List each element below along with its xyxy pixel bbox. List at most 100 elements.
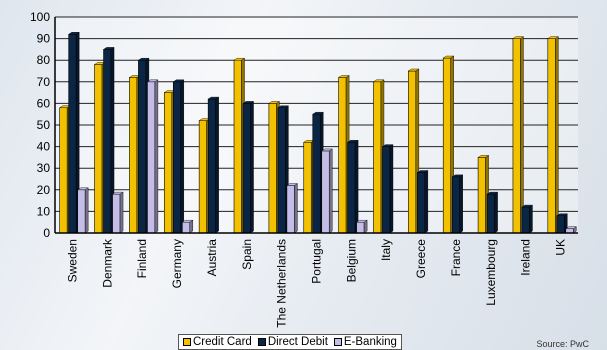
- bar-top: [233, 58, 246, 61]
- y-tick-label: 90: [37, 32, 51, 46]
- bar-top: [242, 101, 255, 104]
- y-tick-label: 50: [37, 118, 51, 132]
- bar-top: [521, 204, 534, 208]
- bar-direct-debit-austria: [207, 98, 216, 234]
- bar-e-banking-the-netherlands: [286, 185, 295, 234]
- x-category-label: Sweden: [65, 239, 79, 282]
- bar-e-banking-belgium: [356, 221, 365, 234]
- bar-top: [512, 36, 525, 39]
- bar-direct-debit-spain: [242, 103, 251, 234]
- bar-top: [68, 32, 80, 35]
- bar-side: [555, 36, 559, 234]
- bar-e-banking-finland: [147, 81, 156, 234]
- bar-top: [137, 58, 150, 61]
- bar-credit-card-sweden: [59, 107, 68, 234]
- legend-swatch-credit-card: [183, 338, 191, 346]
- bar-side: [389, 144, 394, 234]
- bars: [59, 31, 577, 234]
- bar-e-banking-sweden: [77, 189, 86, 234]
- y-tick-label: 60: [37, 96, 51, 110]
- bar-credit-card-greece: [408, 70, 417, 234]
- bar-top: [556, 213, 568, 216]
- legend-item-credit-card: Credit Card: [183, 335, 252, 349]
- bar-top: [111, 191, 124, 195]
- bar-top: [372, 79, 385, 83]
- bar-side: [180, 79, 184, 234]
- bar-credit-card-uk: [547, 38, 556, 234]
- bar-direct-debit-uk: [556, 215, 565, 234]
- bar-direct-debit-ireland: [521, 206, 530, 234]
- bar-top: [181, 219, 194, 223]
- x-category-label: Portugal: [310, 239, 324, 284]
- bar-top: [286, 183, 299, 186]
- bar-credit-card-belgium: [338, 77, 347, 234]
- bar-direct-debit-germany: [172, 81, 182, 234]
- bar-credit-card-the-netherlands: [268, 103, 277, 234]
- source-note: Source: PwC: [536, 339, 589, 349]
- bar-top: [146, 79, 159, 83]
- bar-top: [268, 101, 281, 104]
- bar-direct-debit-greece: [417, 172, 426, 234]
- bar-side: [529, 204, 533, 234]
- bar-direct-debit-finland: [138, 59, 147, 234]
- bar-top: [337, 75, 350, 78]
- legend-label-e-banking: E-Banking: [343, 336, 397, 348]
- legend-item-direct-debit: Direct Debit: [257, 335, 328, 349]
- x-category-label: The Netherlands: [275, 239, 289, 328]
- bar-direct-debit-france: [451, 176, 461, 234]
- bar-credit-card-italy: [373, 81, 382, 234]
- bar-direct-debit-denmark: [103, 49, 112, 234]
- bar-top: [451, 174, 464, 178]
- bar-credit-card-france: [442, 57, 452, 234]
- bar-side: [294, 183, 298, 234]
- bar-side: [250, 101, 254, 234]
- x-category-label: Spain: [240, 239, 254, 270]
- bar-direct-debit-the-netherlands: [277, 107, 286, 234]
- y-tick-label: 80: [37, 53, 51, 67]
- bar-direct-debit-belgium: [347, 141, 356, 234]
- bar-top: [312, 111, 324, 115]
- bar-side: [154, 79, 159, 234]
- bar-top: [207, 96, 220, 100]
- x-category-label: Greece: [414, 239, 428, 279]
- bar-top: [477, 155, 490, 158]
- bar-direct-debit-portugal: [312, 113, 321, 234]
- bar-top: [77, 187, 89, 191]
- bar-e-banking-denmark: [112, 193, 121, 234]
- axes: [54, 17, 578, 234]
- bar-top: [381, 144, 394, 147]
- bar-top: [486, 191, 499, 195]
- y-tick-labels: 0 10 20 30 40 50 60 70 80 90 100: [30, 10, 50, 240]
- bar-side: [84, 187, 89, 234]
- x-category-label: Denmark: [100, 238, 114, 288]
- legend-item-e-banking: E-Banking: [333, 335, 397, 349]
- x-category-label: Finland: [135, 239, 149, 278]
- y-tick-label: 40: [37, 140, 51, 154]
- legend-swatch-direct-debit: [257, 338, 266, 346]
- y-tick-label: 0: [43, 226, 50, 240]
- x-category-labels: Sweden Denmark Finland Germany Austria Spain T…: [65, 238, 567, 328]
- bar-top: [277, 105, 290, 108]
- bar-side: [494, 191, 498, 234]
- legend-label-credit-card: Credit Card: [193, 336, 252, 348]
- bar-top: [442, 55, 455, 59]
- legend-swatch-e-banking: [333, 338, 342, 346]
- bar-side: [119, 191, 124, 234]
- y-tick-label: 10: [37, 204, 51, 218]
- x-category-label: Ireland: [519, 239, 533, 276]
- x-category-label: Luxembourg: [484, 239, 498, 306]
- x-category-label: UK: [554, 239, 568, 256]
- bar-side: [424, 170, 429, 234]
- bar-direct-debit-sweden: [68, 33, 77, 234]
- bar-e-banking-germany: [181, 221, 191, 234]
- y-tick-label: 30: [37, 161, 51, 175]
- bar-top: [547, 36, 559, 39]
- legend: Credit Card Direct Debit E-Banking: [178, 334, 402, 350]
- bar-credit-card-ireland: [512, 38, 521, 234]
- y-tick-label: 100: [30, 10, 50, 24]
- bar-credit-card-denmark: [94, 64, 103, 234]
- bar-side: [329, 148, 333, 234]
- bar-credit-card-austria: [198, 120, 207, 234]
- bar-top: [416, 170, 429, 173]
